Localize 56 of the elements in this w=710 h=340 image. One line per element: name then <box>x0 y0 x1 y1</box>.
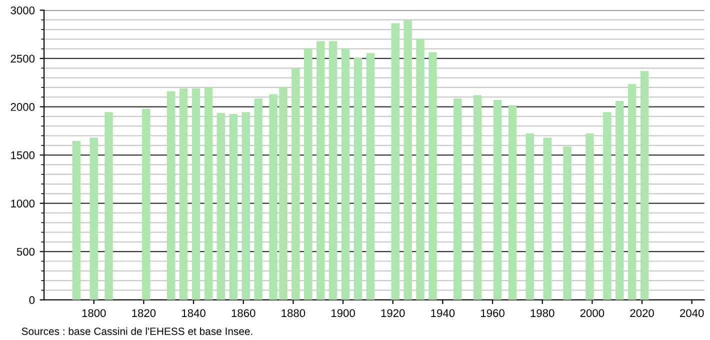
bar <box>603 112 612 300</box>
bar <box>179 88 188 300</box>
x-tick-label: 2040 <box>680 309 704 318</box>
x-tick-label: 1880 <box>282 309 306 318</box>
bar <box>242 112 250 300</box>
bar <box>166 91 176 300</box>
bar <box>428 52 437 300</box>
bar <box>543 138 552 300</box>
bar <box>72 141 81 300</box>
y-tick-label: 2500 <box>10 54 35 63</box>
bar <box>391 23 400 300</box>
bar <box>292 68 300 300</box>
bar <box>142 108 150 300</box>
x-tick-label: 1920 <box>381 309 405 318</box>
x-tick-label: 2000 <box>580 309 604 318</box>
y-tick-label: 3000 <box>10 6 35 14</box>
bar <box>328 41 338 300</box>
y-tick-label: 500 <box>16 248 35 256</box>
x-tick-label: 1980 <box>530 309 554 318</box>
bar <box>216 113 226 300</box>
bar <box>640 71 649 300</box>
bar <box>493 100 502 300</box>
bar <box>628 84 636 300</box>
bar <box>404 20 412 300</box>
bar <box>254 98 262 300</box>
x-tick-label: 2020 <box>630 309 654 318</box>
x-tick-label: 1820 <box>132 309 156 318</box>
y-tick-label: 1500 <box>11 151 35 160</box>
bar <box>90 138 98 300</box>
x-tick-label: 1800 <box>82 309 106 318</box>
bar <box>563 146 572 300</box>
bar <box>454 98 462 300</box>
x-tick-label: 1860 <box>232 309 256 318</box>
x-tick-label: 1900 <box>332 309 355 318</box>
bar <box>416 38 424 300</box>
source-note: Sources : base Cassini de l'EHESS et base Insee. <box>22 327 252 336</box>
bar <box>304 48 312 300</box>
x-tick-label: 1940 <box>431 309 455 318</box>
x-tick-label: 1960 <box>481 309 504 318</box>
bar <box>316 41 325 300</box>
bar <box>526 133 534 300</box>
y-tick-label: 0 <box>29 296 35 304</box>
bar <box>586 133 594 300</box>
bar <box>229 114 238 300</box>
bar <box>341 48 350 300</box>
bar <box>192 88 200 300</box>
bar <box>508 105 517 300</box>
bar <box>204 87 213 300</box>
bar <box>354 58 362 300</box>
bar <box>104 112 113 300</box>
y-tick-label: 1000 <box>11 200 35 208</box>
x-tick-label: 1840 <box>182 309 206 318</box>
y-tick-label: 2000 <box>10 103 35 111</box>
bar <box>366 53 375 300</box>
bar <box>615 100 624 300</box>
bar <box>473 95 482 300</box>
